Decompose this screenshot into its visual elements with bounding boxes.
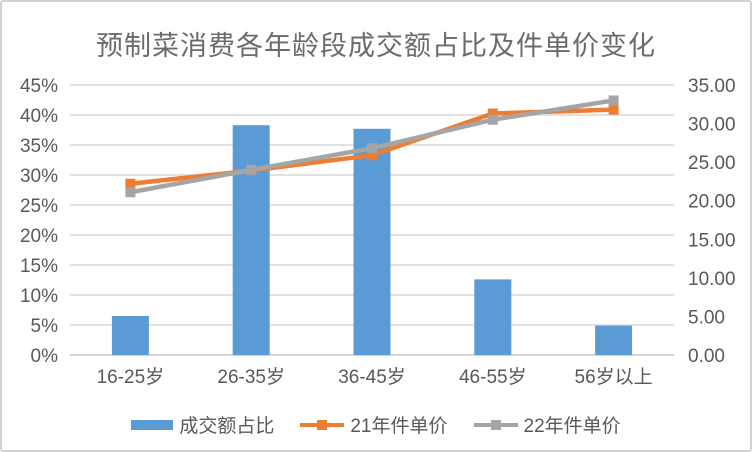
chart-title: 预制菜消费各年龄段成交额占比及件单价变化	[96, 31, 656, 61]
x-axis-label: 46-55岁	[459, 366, 527, 388]
y-axis-left-tick-label: 45%	[20, 76, 58, 97]
line-marker	[125, 178, 136, 189]
line21-series-swatch-icon	[300, 419, 345, 430]
y-axis-right-tick-label: 35.00	[688, 76, 736, 97]
bar	[111, 316, 149, 355]
line-marker	[367, 150, 377, 161]
y-axis-right-tick-label: 10.00	[688, 269, 736, 290]
bar-series-swatch-icon	[131, 419, 174, 430]
x-axis-label: 56岁以上	[575, 366, 653, 388]
y-axis-right-tick-label: 5.00	[688, 307, 725, 328]
bar	[595, 325, 633, 355]
line-marker	[246, 164, 257, 175]
legend-label: 21年件单价	[350, 416, 448, 437]
y-axis-right-tick-label: 30.00	[688, 115, 736, 136]
legend-label: 22年件单价	[523, 416, 621, 437]
y-axis-left-tick-label: 5%	[31, 316, 59, 337]
legend-item-line22-series: 22年件单价	[473, 411, 621, 438]
y-axis-left-tick-label: 30%	[20, 166, 58, 187]
y-axis-left-tick-label: 10%	[20, 286, 58, 307]
y-axis-right-tick-label: 20.00	[688, 192, 736, 213]
legend-item-bar-series: 成交额占比	[131, 411, 274, 438]
bar	[232, 125, 270, 355]
line-marker	[125, 187, 136, 198]
y-axis-left-tick-label: 40%	[20, 106, 58, 127]
y-axis-left-tick-label: 0%	[31, 346, 59, 367]
y-axis-left-tick-label: 35%	[20, 136, 58, 157]
y-axis-left-tick-label: 20%	[20, 226, 58, 247]
legend-label: 成交额占比	[179, 416, 275, 437]
line22-series-swatch-icon	[473, 419, 518, 430]
y-axis-right-tick-label: 25.00	[688, 153, 736, 174]
line-marker	[487, 114, 498, 125]
bar	[353, 128, 391, 355]
y-axis-left-tick-label: 15%	[20, 256, 58, 277]
line-marker	[608, 95, 619, 106]
y-axis-left-tick-label: 25%	[20, 196, 58, 217]
line-marker	[608, 104, 619, 115]
x-axis-label: 16-25岁	[97, 366, 165, 388]
legend-item-line21-series: 21年件单价	[300, 411, 448, 438]
line-marker	[367, 143, 377, 154]
line-marker	[487, 108, 498, 119]
legend: 成交额占比 21年件单价 22年件单价	[2, 411, 750, 438]
x-axis-label: 26-35岁	[217, 366, 285, 388]
x-axis-label: 36-45岁	[338, 366, 406, 388]
y-axis-right-tick-label: 0.00	[688, 346, 725, 367]
bar	[474, 279, 512, 355]
y-axis-right-tick-label: 15.00	[688, 230, 736, 251]
